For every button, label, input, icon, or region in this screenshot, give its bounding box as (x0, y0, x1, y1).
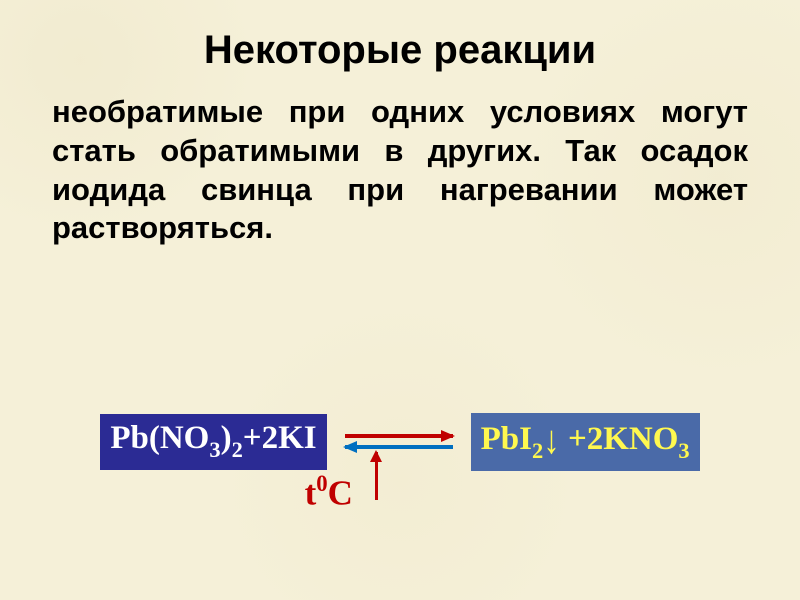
arrow-stack (345, 434, 453, 449)
forward-arrow (345, 434, 453, 438)
reverse-arrow (345, 445, 453, 449)
equilibrium-arrows: t0C (345, 434, 453, 449)
equation-row: Pb(NO3)2+2KI t0C PbI2↓ +2KNO3 (0, 413, 800, 471)
reactants-box: Pb(NO3)2+2KI (100, 414, 326, 470)
temperature-label: t0C (305, 472, 353, 514)
slide-body: необратимые при одних условиях могут ста… (50, 93, 750, 248)
temperature-up-arrow-icon (375, 452, 378, 500)
slide-title: Некоторые реакции (50, 28, 750, 73)
products-box: PbI2↓ +2KNO3 (471, 413, 700, 471)
